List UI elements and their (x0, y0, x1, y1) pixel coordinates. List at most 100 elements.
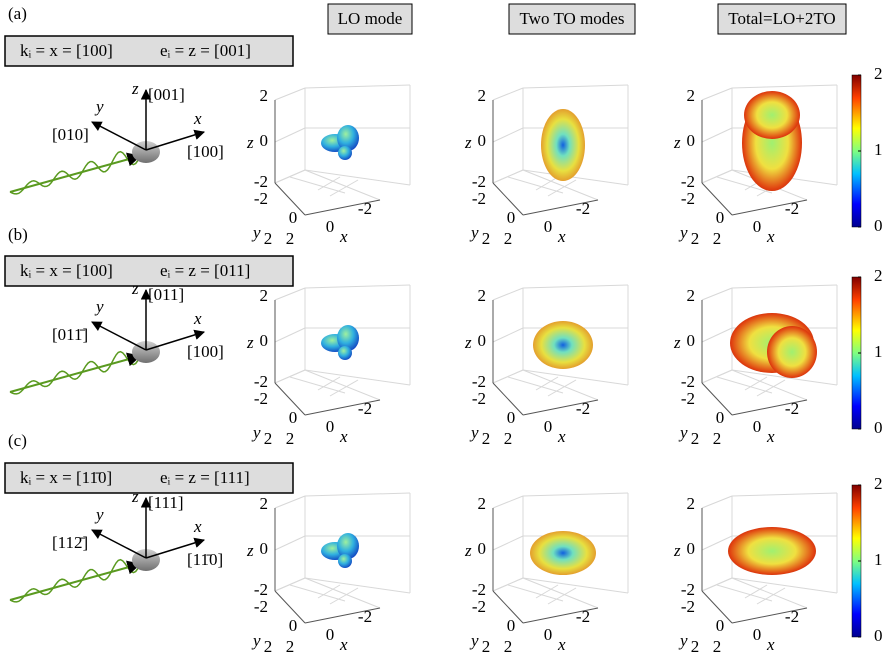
y-axis-label: y (469, 631, 479, 650)
wave-axis (9, 560, 142, 601)
x-axis-label: x (557, 427, 566, 446)
grid-line (547, 587, 577, 605)
e-vector: eᵢ = z = [001] (160, 41, 251, 60)
colorbar-tick-label: 0 (874, 216, 883, 235)
e-vector: eᵢ = z = [111] (160, 468, 250, 487)
z-tick-label: 0 (260, 331, 269, 350)
x-axis-label: x (339, 427, 348, 446)
x-tick-label: -2 (576, 399, 590, 418)
grid-line (716, 176, 773, 194)
grid-line (522, 284, 629, 289)
to-surface (533, 321, 593, 369)
colorbar-tick-label: 2 (874, 64, 883, 83)
grid-line (547, 379, 577, 397)
x-tick-label: 0 (753, 417, 762, 436)
grid-line (716, 584, 773, 602)
z-axis-label: z (673, 133, 681, 152)
grid-line (522, 84, 629, 89)
x-axis-label: x (766, 635, 775, 654)
y-axis-label: y (678, 223, 688, 242)
z-tick-label: 0 (478, 331, 487, 350)
grid-line (289, 376, 346, 394)
x-tick-label: 2 (504, 229, 513, 248)
x-tick-label: -2 (576, 607, 590, 626)
x-tick-label: -2 (785, 399, 799, 418)
x-arrow (145, 329, 206, 351)
grid-line (522, 369, 599, 401)
x-axis-name: x (193, 517, 202, 536)
y-axis-line (492, 382, 524, 416)
orientation-diagram: z [111] y [112̄] x [11̄0] (9, 487, 223, 603)
grid-line (304, 577, 411, 594)
x-axis-label: x (766, 227, 775, 246)
grid-line (522, 577, 599, 609)
grid-line (274, 87, 306, 101)
x-axis-label: x (766, 427, 775, 446)
grid-line (731, 369, 808, 401)
grid-line (329, 379, 359, 397)
x-axis-line (731, 199, 808, 216)
z-direction: [111] (148, 493, 184, 512)
grid-line (492, 369, 524, 384)
grid-line (274, 127, 306, 143)
grid-line (731, 577, 838, 594)
z-tick-label: 0 (687, 331, 696, 350)
y-arrow (91, 121, 147, 151)
grid-line (317, 376, 341, 391)
z-tick-label: -2 (681, 172, 695, 191)
grid-line (492, 287, 524, 301)
grid-line (731, 577, 808, 609)
x-arrow (145, 537, 206, 559)
y-tick-label: 2 (691, 637, 700, 656)
z-tick-label: 0 (260, 539, 269, 558)
x-tick-label: 2 (286, 229, 295, 248)
y-tick-label: 2 (691, 429, 700, 448)
y-direction: [010] (52, 125, 89, 144)
z-tick-label: 0 (260, 131, 269, 150)
x-axis-line (731, 607, 808, 624)
grid-line (492, 327, 524, 343)
grid-line (756, 379, 786, 397)
x-axis-line (304, 199, 381, 216)
x-tick-label: 2 (504, 637, 513, 656)
grid-line (522, 169, 599, 201)
z-tick-label: -2 (681, 372, 695, 391)
grid-line (304, 369, 381, 401)
y-axis-label: y (469, 423, 479, 442)
y-axis-line (701, 590, 733, 624)
grid-line (756, 587, 786, 605)
grid-line (274, 169, 306, 184)
y-axis-label: y (251, 631, 261, 650)
orientation-diagram: z [001] y [010] x [100] (9, 79, 224, 195)
row-label: (b) (8, 225, 28, 244)
grid-line (492, 127, 524, 143)
z-tick-label: 2 (260, 86, 269, 105)
y-axis-line (274, 590, 306, 624)
z-tick-label: -2 (681, 580, 695, 599)
z-tick-label: -2 (254, 372, 268, 391)
y-tick-label: 0 (716, 208, 725, 227)
grid-line (522, 492, 629, 497)
y-tick-label: 2 (482, 429, 491, 448)
grid-line (731, 284, 838, 289)
z-tick-label: 2 (478, 286, 487, 305)
y-axis-name: y (94, 97, 104, 116)
grid-line (701, 169, 733, 184)
x-axis-line (731, 399, 808, 416)
x-axis-line (304, 607, 381, 624)
z-axis-label: z (673, 541, 681, 560)
y-axis-line (274, 182, 306, 216)
x-tick-label: 0 (326, 417, 335, 436)
column-title: Total=LO+2TO (728, 9, 835, 28)
x-axis-label: x (339, 635, 348, 654)
x-axis-name: x (193, 109, 202, 128)
grid-line (274, 327, 306, 343)
z-tick-label: 0 (687, 131, 696, 150)
total-lobe (767, 326, 817, 378)
x-tick-label: 0 (544, 625, 553, 644)
x-tick-label: -2 (358, 399, 372, 418)
k-vector: kᵢ = x = [100] (20, 261, 113, 280)
colorbar-tick-label: 1 (874, 140, 883, 159)
